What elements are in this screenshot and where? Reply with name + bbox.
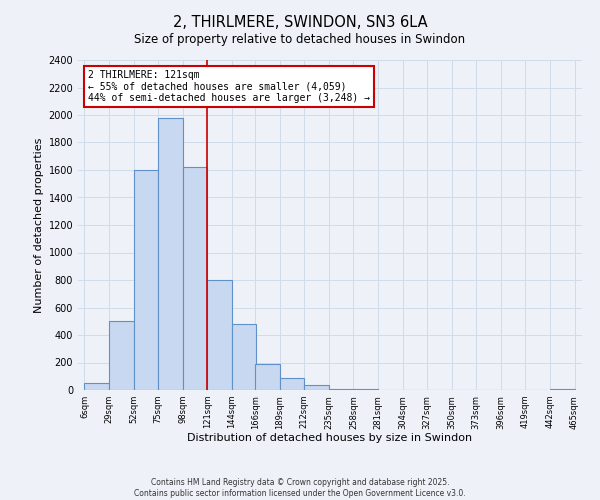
Bar: [280, 378, 304, 390]
Bar: [329, 388, 353, 390]
Text: 2 THIRLMERE: 121sqm
← 55% of detached houses are smaller (4,059)
44% of semi-det: 2 THIRLMERE: 121sqm ← 55% of detached ho…: [88, 70, 370, 103]
Bar: [232, 324, 256, 390]
Text: 2, THIRLMERE, SWINDON, SN3 6LA: 2, THIRLMERE, SWINDON, SN3 6LA: [173, 15, 427, 30]
Bar: [255, 364, 280, 390]
Bar: [182, 167, 207, 390]
X-axis label: Distribution of detached houses by size in Swindon: Distribution of detached houses by size …: [187, 433, 473, 443]
Bar: [85, 383, 109, 390]
Bar: [550, 388, 575, 390]
Text: Contains HM Land Registry data © Crown copyright and database right 2025.
Contai: Contains HM Land Registry data © Crown c…: [134, 478, 466, 498]
Y-axis label: Number of detached properties: Number of detached properties: [34, 138, 44, 312]
Bar: [134, 170, 158, 390]
Bar: [207, 280, 232, 390]
Bar: [109, 322, 134, 390]
Bar: [304, 385, 329, 390]
Text: Size of property relative to detached houses in Swindon: Size of property relative to detached ho…: [134, 32, 466, 46]
Bar: [158, 118, 182, 390]
